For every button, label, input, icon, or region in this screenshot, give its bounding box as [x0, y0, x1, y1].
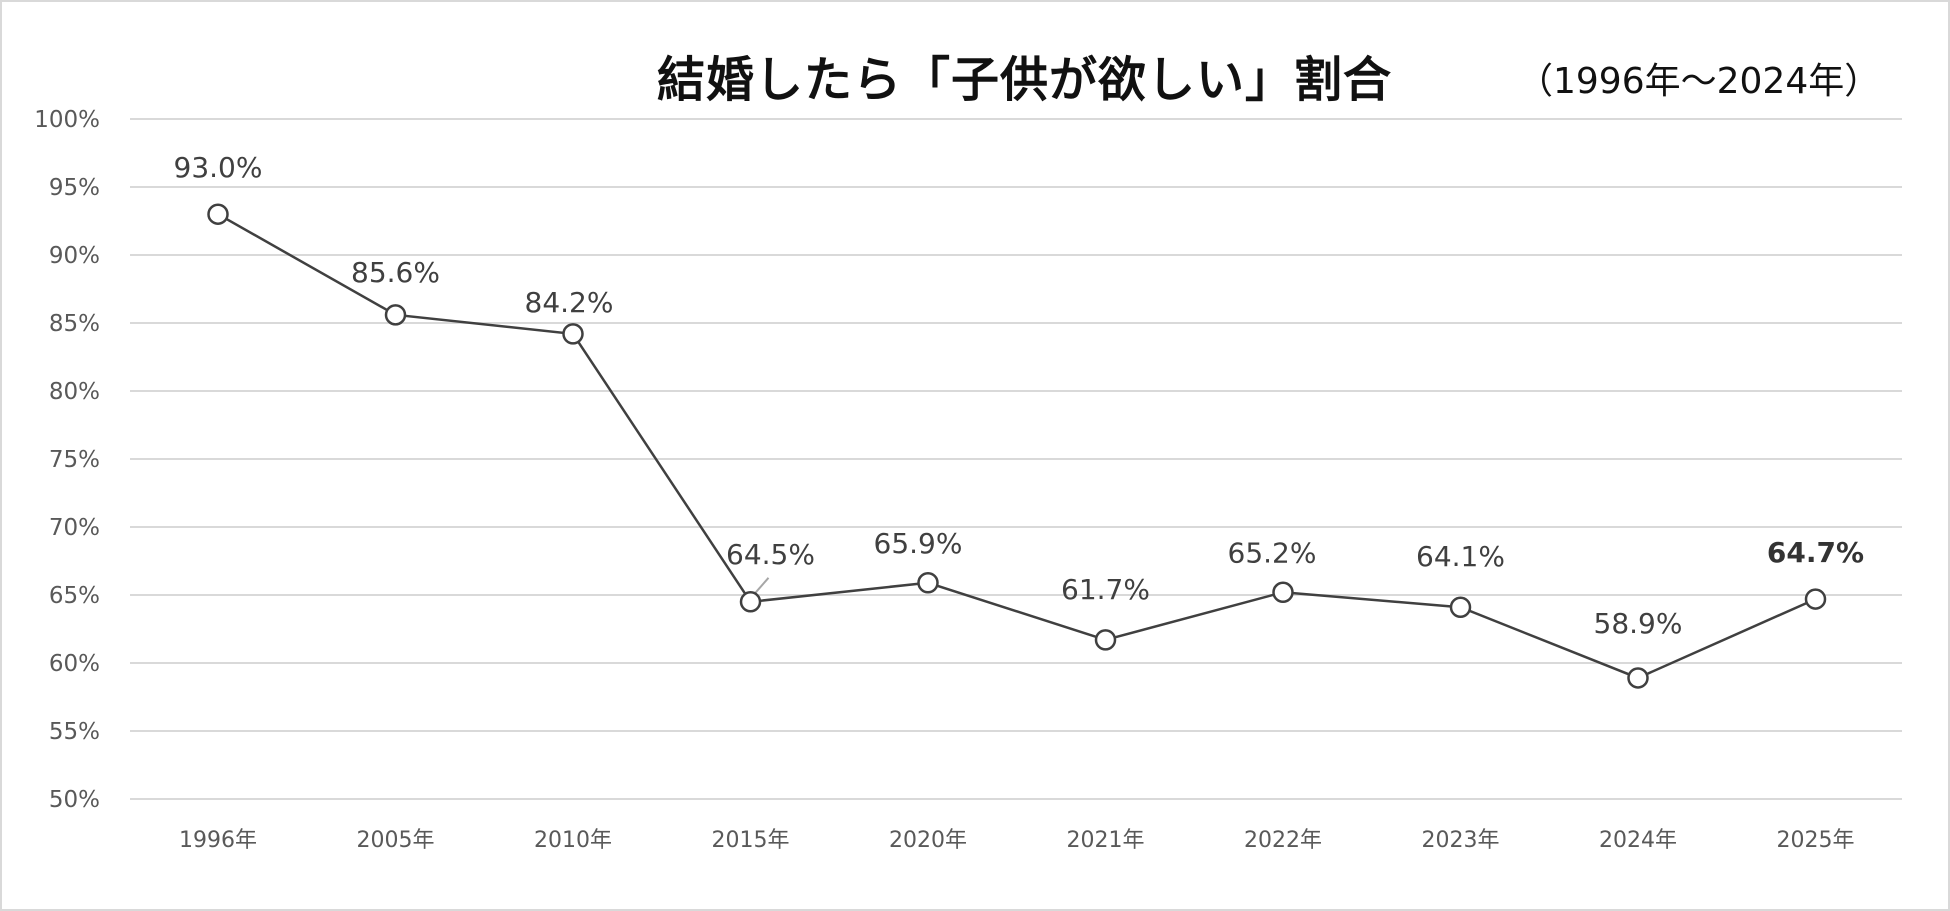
data-label: 65.9%: [874, 527, 963, 560]
y-tick-label: 85%: [49, 311, 100, 337]
y-tick-label: 80%: [49, 379, 100, 405]
y-tick-label: 75%: [49, 447, 100, 473]
gridlines: [130, 118, 1902, 800]
data-point: [1094, 629, 1117, 651]
x-tick-label: 2020年: [889, 828, 967, 853]
data-label: 84.2%: [525, 286, 614, 319]
x-tick-label: 2023年: [1422, 828, 1500, 853]
data-points: [207, 203, 1827, 689]
leader-lines: [753, 577, 770, 595]
x-tick-label: 2025年: [1777, 828, 1855, 853]
data-label: 85.6%: [351, 256, 440, 289]
data-point: [1804, 588, 1827, 610]
data-point: [917, 572, 939, 594]
x-tick-label: 2024年: [1599, 828, 1677, 853]
data-label: 64.7%: [1767, 536, 1864, 569]
x-axis-ticks: 1996年 2005年 2010年 2015年 2020年 2021年 2022年 2023年…: [179, 828, 1855, 853]
data-point: [1627, 667, 1649, 689]
y-tick-label: 50%: [49, 787, 100, 813]
x-tick-label: 2010年: [534, 828, 612, 853]
y-tick-label: 95%: [49, 175, 100, 201]
data-point: [207, 203, 229, 225]
data-point: [562, 323, 584, 345]
data-label: 58.9%: [1594, 607, 1683, 640]
series-line: [217, 213, 1817, 680]
chart-subtitle: （1996年～2024年）: [1517, 61, 1881, 102]
x-tick-label: 2005年: [357, 828, 435, 853]
data-label: 65.2%: [1228, 536, 1317, 569]
x-tick-label: 1996年: [179, 828, 257, 853]
y-tick-label: 65%: [49, 583, 100, 609]
data-point: [384, 304, 407, 326]
x-tick-label: 2015年: [712, 828, 790, 853]
data-point: [1272, 581, 1294, 604]
y-tick-label: 100%: [34, 107, 100, 133]
data-point: [1449, 596, 1472, 618]
data-label: 64.1%: [1416, 540, 1505, 573]
y-tick-label: 90%: [49, 243, 100, 269]
data-label: 93.0%: [174, 151, 263, 184]
data-label: 64.5%: [726, 538, 815, 571]
data-point: [739, 591, 762, 613]
data-labels: 93.0% 85.6% 84.2% 64.5% 65.9% 61.7% 65.2% 64.1%…: [174, 151, 1865, 640]
leader-line: [753, 577, 770, 595]
y-tick-label: 55%: [49, 719, 100, 745]
series-line: [217, 213, 1817, 680]
y-tick-label: 60%: [49, 651, 100, 677]
y-axis-ticks: 50% 55% 60% 65% 70% 75% 80% 85% 90% 95% 100%: [34, 107, 100, 813]
x-tick-label: 2021年: [1067, 828, 1145, 853]
y-tick-label: 70%: [49, 515, 100, 541]
data-label: 61.7%: [1061, 573, 1150, 606]
x-tick-label: 2022年: [1244, 828, 1322, 853]
chart-title: 結婚したら「子供が欲しい」割合: [657, 52, 1393, 108]
